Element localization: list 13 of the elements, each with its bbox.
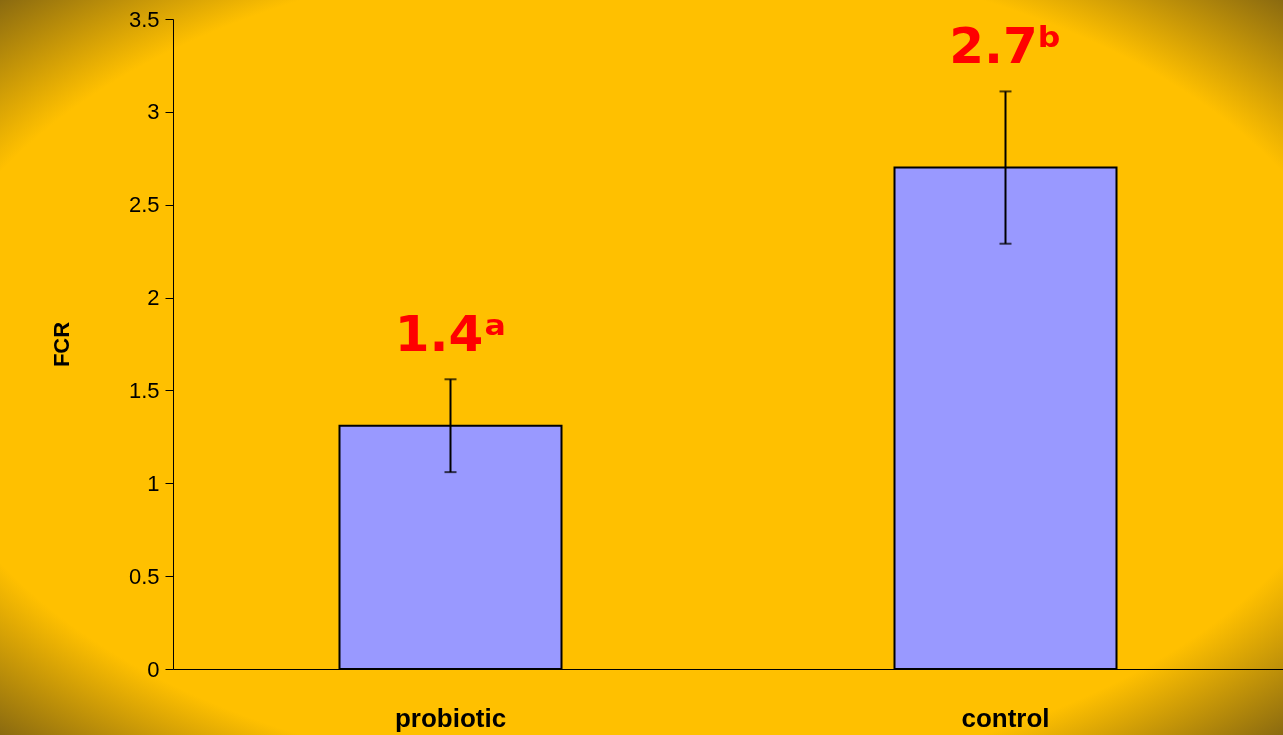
y-tick-label: 1.5 — [128, 377, 160, 403]
y-tick-label: 3 — [147, 99, 160, 125]
x-tick-label: control — [961, 702, 1050, 733]
y-tick-label: 3.5 — [128, 6, 160, 32]
annotation: 2.7ᵇ — [949, 17, 1062, 76]
annotation: 1.4ᵃ — [394, 305, 507, 364]
x-tick-label: probiotic — [394, 702, 507, 733]
y-tick-label: 0.5 — [128, 563, 160, 589]
y-axis-title: FCR — [48, 321, 74, 368]
y-tick-label: 0 — [147, 656, 160, 682]
y-tick-label: 2.5 — [128, 192, 160, 218]
y-tick-label: 1 — [147, 470, 160, 496]
y-tick-label: 2 — [147, 285, 160, 311]
